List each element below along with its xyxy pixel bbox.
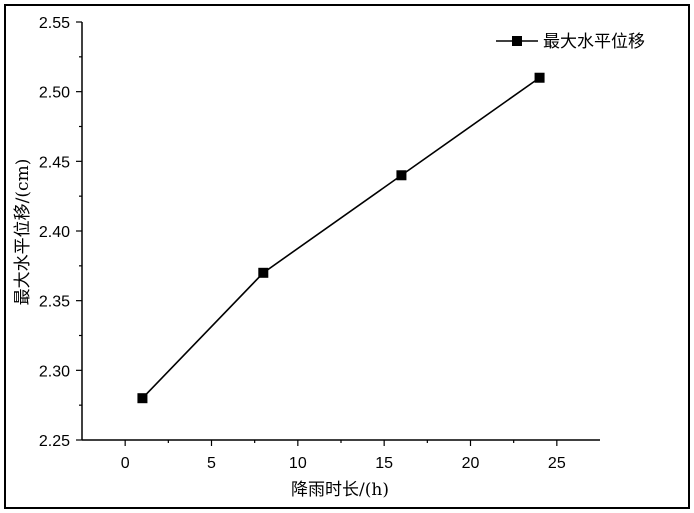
legend: 最大水平位移 xyxy=(496,32,645,52)
axes xyxy=(81,22,600,441)
series-line xyxy=(141,77,541,399)
x-axis-label: 降雨时长/(h) xyxy=(291,480,389,500)
chart-frame xyxy=(4,4,690,509)
x-tick-label: 10 xyxy=(289,455,307,472)
data-point-marker xyxy=(534,72,545,83)
x-tick-label: 0 xyxy=(121,455,130,472)
x-tick-label: 25 xyxy=(548,455,566,472)
series-layer xyxy=(137,72,545,404)
y-tick-label: 2.45 xyxy=(39,154,70,171)
x-axis-ticks: 0 5 10 15 20 25 xyxy=(121,440,566,472)
y-tick-label: 2.25 xyxy=(39,433,70,450)
y-tick-label: 2.55 xyxy=(39,15,70,32)
x-tick-label: 15 xyxy=(375,455,393,472)
y-tick-label: 2.30 xyxy=(39,363,70,380)
data-point-marker xyxy=(258,267,269,278)
y-tick-label: 2.40 xyxy=(39,224,70,241)
y-axis-ticks: 2.25 2.30 2.35 2.40 2.45 2.50 2.55 xyxy=(39,15,82,450)
y-tick-label: 2.35 xyxy=(39,294,70,311)
legend-label: 最大水平位移 xyxy=(543,32,645,52)
x-tick-label: 20 xyxy=(462,455,480,472)
y-tick-label: 2.50 xyxy=(39,85,70,102)
data-point-marker xyxy=(137,393,148,404)
data-point-marker xyxy=(396,170,407,181)
x-tick-label: 5 xyxy=(207,455,216,472)
y-axis-label: 最大水平位移/(cm) xyxy=(13,159,33,306)
legend-marker xyxy=(512,36,522,46)
